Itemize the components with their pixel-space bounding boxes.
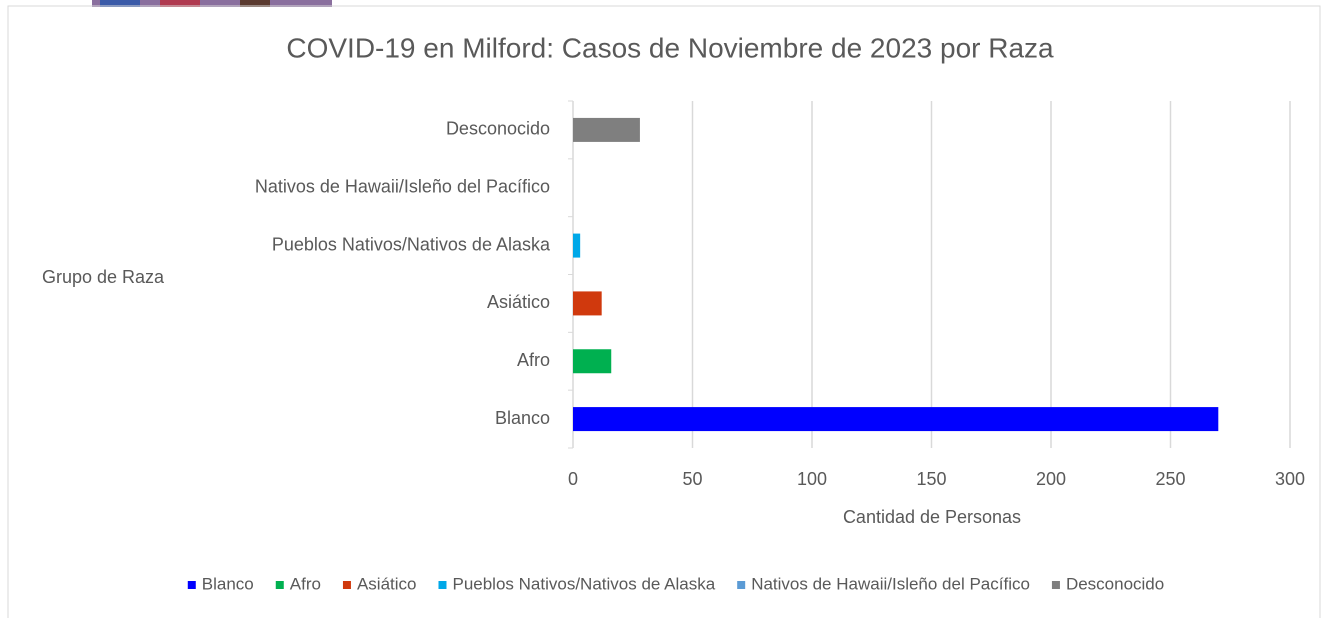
bar (573, 291, 602, 316)
y-tick-label: Blanco (495, 408, 550, 428)
x-tick-label: 50 (682, 469, 702, 489)
x-axis-title: Cantidad de Personas (843, 507, 1021, 527)
header-photo (92, 0, 332, 7)
legend-swatch (438, 581, 447, 589)
legend-label: Afro (290, 574, 321, 593)
bar (573, 349, 612, 374)
legend-swatch (275, 581, 284, 589)
legend-label: Nativos de Hawaii/Isleño del Pacífico (751, 574, 1030, 593)
chart-border (7, 5, 1321, 618)
bar (573, 117, 640, 142)
y-tick-label: Nativos de Hawaii/Isleño del Pacífico (255, 177, 550, 197)
legend: Blanco Afro Asiático Pueblos Nativos/Nativo… (187, 574, 1164, 593)
x-tick-label: 250 (1155, 469, 1185, 489)
x-tick-label: 300 (1275, 469, 1305, 489)
y-tick-label: Desconocido (446, 119, 550, 139)
x-tick-label: 200 (1036, 469, 1066, 489)
legend-label: Desconocido (1066, 574, 1164, 593)
legend-swatch (737, 581, 746, 589)
legend-label: Asiático (357, 574, 417, 593)
chart-title: COVID-19 en Milford: Casos de Noviembre … (286, 32, 1054, 63)
legend-swatch (187, 581, 196, 589)
y-tick-label: Afro (517, 350, 550, 370)
legend-label: Blanco (202, 574, 254, 593)
y-axis-title: Grupo de Raza (42, 267, 165, 287)
legend-swatch (1051, 581, 1060, 589)
legend-swatch (342, 581, 351, 589)
bar (573, 407, 1219, 432)
y-tick-label: Asiático (487, 292, 550, 312)
x-tick-label: 100 (797, 469, 827, 489)
x-tick-label: 0 (568, 469, 578, 489)
legend-label: Pueblos Nativos/Nativos de Alaska (452, 574, 715, 593)
x-tick-label: 150 (916, 469, 946, 489)
y-tick-label: Pueblos Nativos/Nativos de Alaska (272, 234, 551, 254)
bar (573, 233, 581, 258)
